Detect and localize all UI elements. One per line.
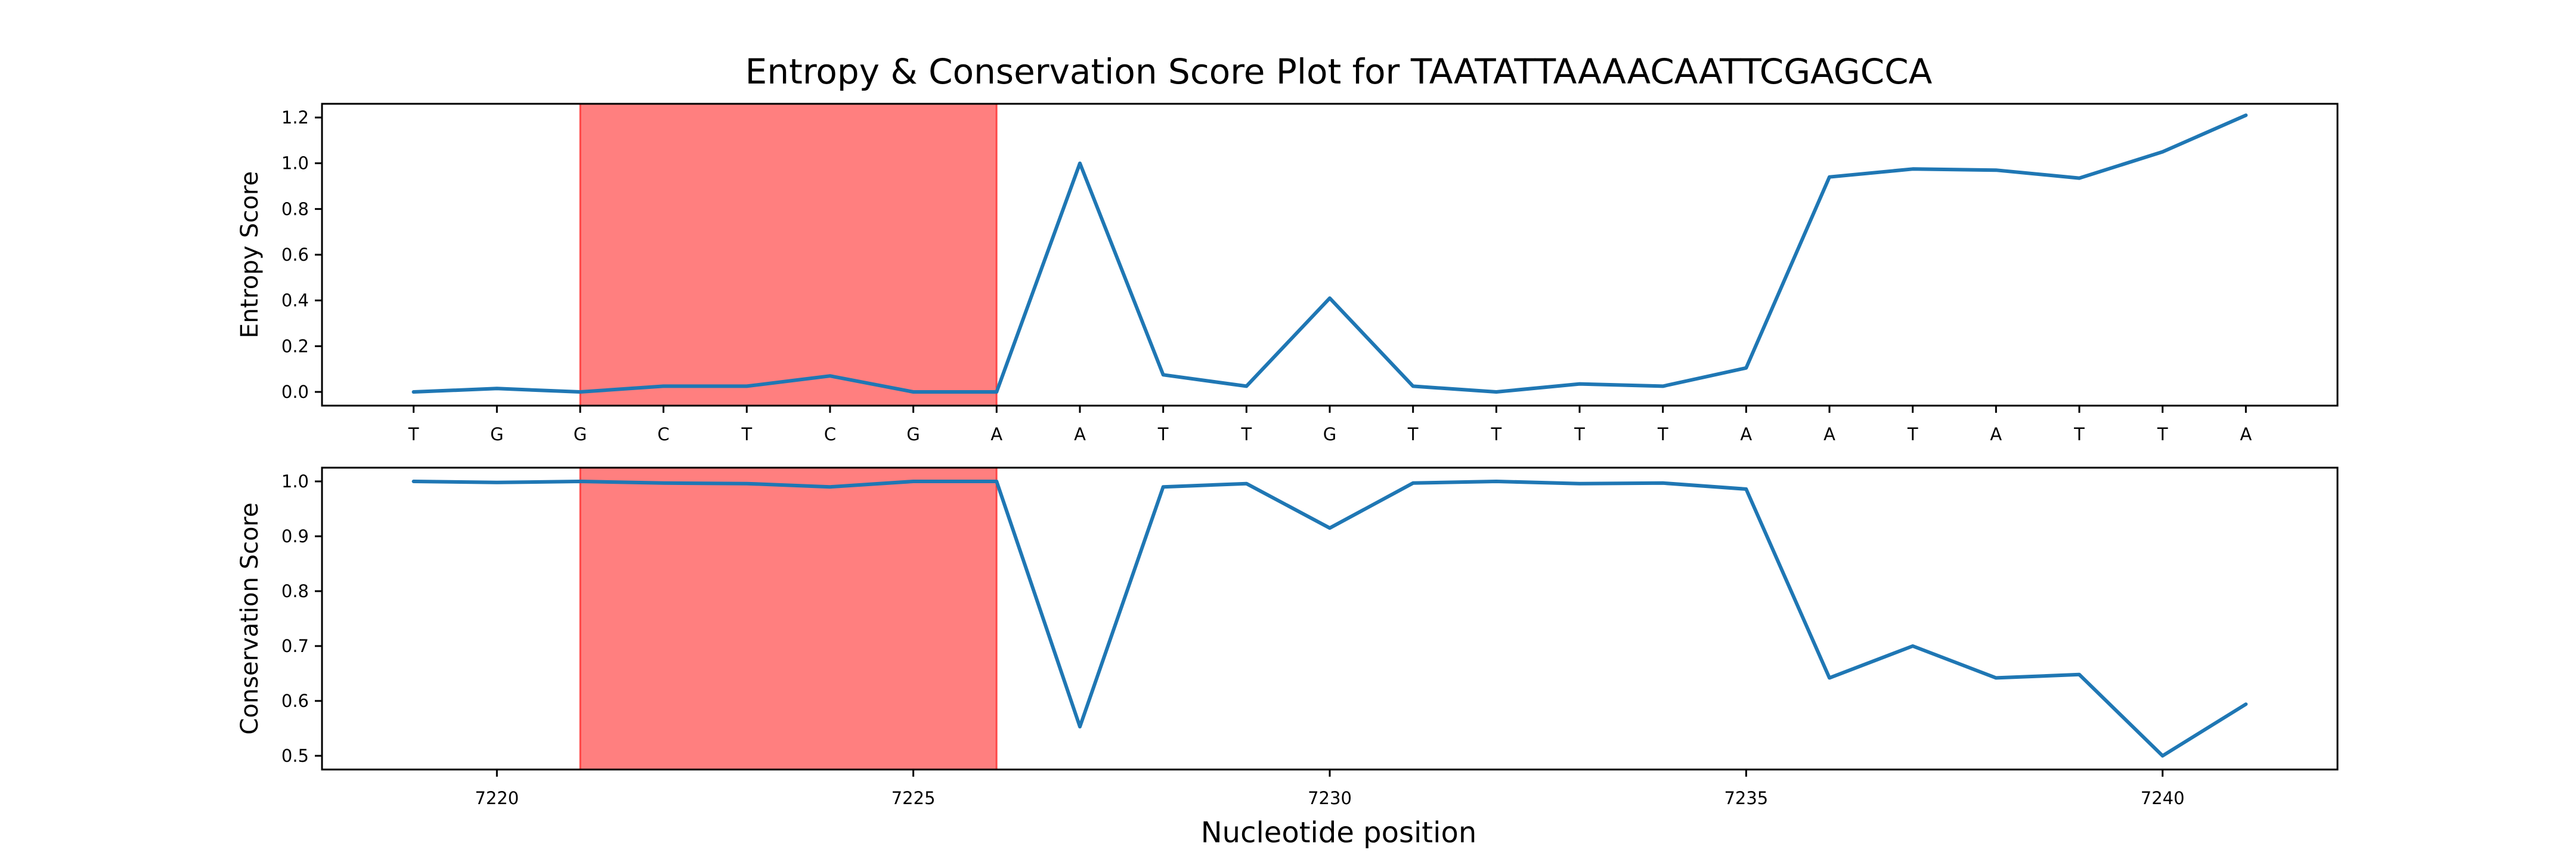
base-label: A <box>1740 424 1752 444</box>
highlight-region <box>579 466 998 771</box>
base-label: T <box>2157 424 2168 444</box>
x-tick-label: 7225 <box>891 788 936 808</box>
panel-1: 0.0 0.2 0.4 0.6 0.8 1.0 1.2 Entropy Score T G G C T C… <box>236 103 2339 444</box>
highlight-region <box>579 103 998 407</box>
y-tick-label: 0.9 <box>281 526 309 546</box>
base-label: A <box>2240 424 2252 444</box>
x-tick-label: 7220 <box>475 788 519 808</box>
y-axis-label: Conservation Score <box>236 502 264 734</box>
y-tick-label: 1.0 <box>281 153 309 174</box>
base-label: T <box>2073 424 2085 444</box>
base-label: C <box>658 424 670 444</box>
conservation-series-line <box>411 480 2248 758</box>
y-axis-label: Entropy Score <box>236 171 264 338</box>
base-label: T <box>1157 424 1169 444</box>
base-label: G <box>574 424 587 444</box>
base-label: T <box>1490 424 1501 444</box>
panel-2: 0.5 0.6 0.7 0.8 0.9 1.0 Conservation Score 7220… <box>236 466 2339 808</box>
base-label: A <box>1823 424 1835 444</box>
chart-title: Entropy & Conservation Score Plot for TA… <box>745 51 1933 92</box>
x-tick-label: 7240 <box>2141 788 2185 808</box>
y-tick-label: 0.8 <box>281 199 309 219</box>
base-label: T <box>741 424 752 444</box>
y-tick-label: 0.4 <box>281 291 309 311</box>
base-label: G <box>490 424 503 444</box>
y-tick-label: 0.5 <box>281 746 309 766</box>
base-label: A <box>990 424 1002 444</box>
entropy-series-line <box>411 113 2248 394</box>
base-label: T <box>1407 424 1419 444</box>
base-label: T <box>408 424 419 444</box>
y-tick-label: 1.2 <box>281 107 309 128</box>
panels-layer: 0.0 0.2 0.4 0.6 0.8 1.0 1.2 Entropy Score T G G C T C… <box>236 103 2339 808</box>
y-tick-label: 0.6 <box>281 245 309 265</box>
y-tick-label: 1.0 <box>281 471 309 492</box>
x-tick-label: 7235 <box>1724 788 1768 808</box>
y-tick-label: 0.8 <box>281 581 309 601</box>
base-label: C <box>824 424 836 444</box>
base-label: T <box>1657 424 1668 444</box>
base-label: T <box>1574 424 1585 444</box>
base-label: A <box>1990 424 2002 444</box>
y-tick-label: 0.7 <box>281 636 309 656</box>
base-label: T <box>1907 424 1918 444</box>
x-axis-label: Nucleotide position <box>1201 816 1477 849</box>
base-label: G <box>906 424 919 444</box>
base-label: A <box>1074 424 1086 444</box>
y-tick-label: 0.2 <box>281 336 309 356</box>
y-tick-label: 0.6 <box>281 691 309 711</box>
base-label: T <box>1240 424 1252 444</box>
y-tick-label: 0.0 <box>281 382 309 402</box>
base-label: G <box>1323 424 1336 444</box>
x-tick-label: 7230 <box>1308 788 1352 808</box>
